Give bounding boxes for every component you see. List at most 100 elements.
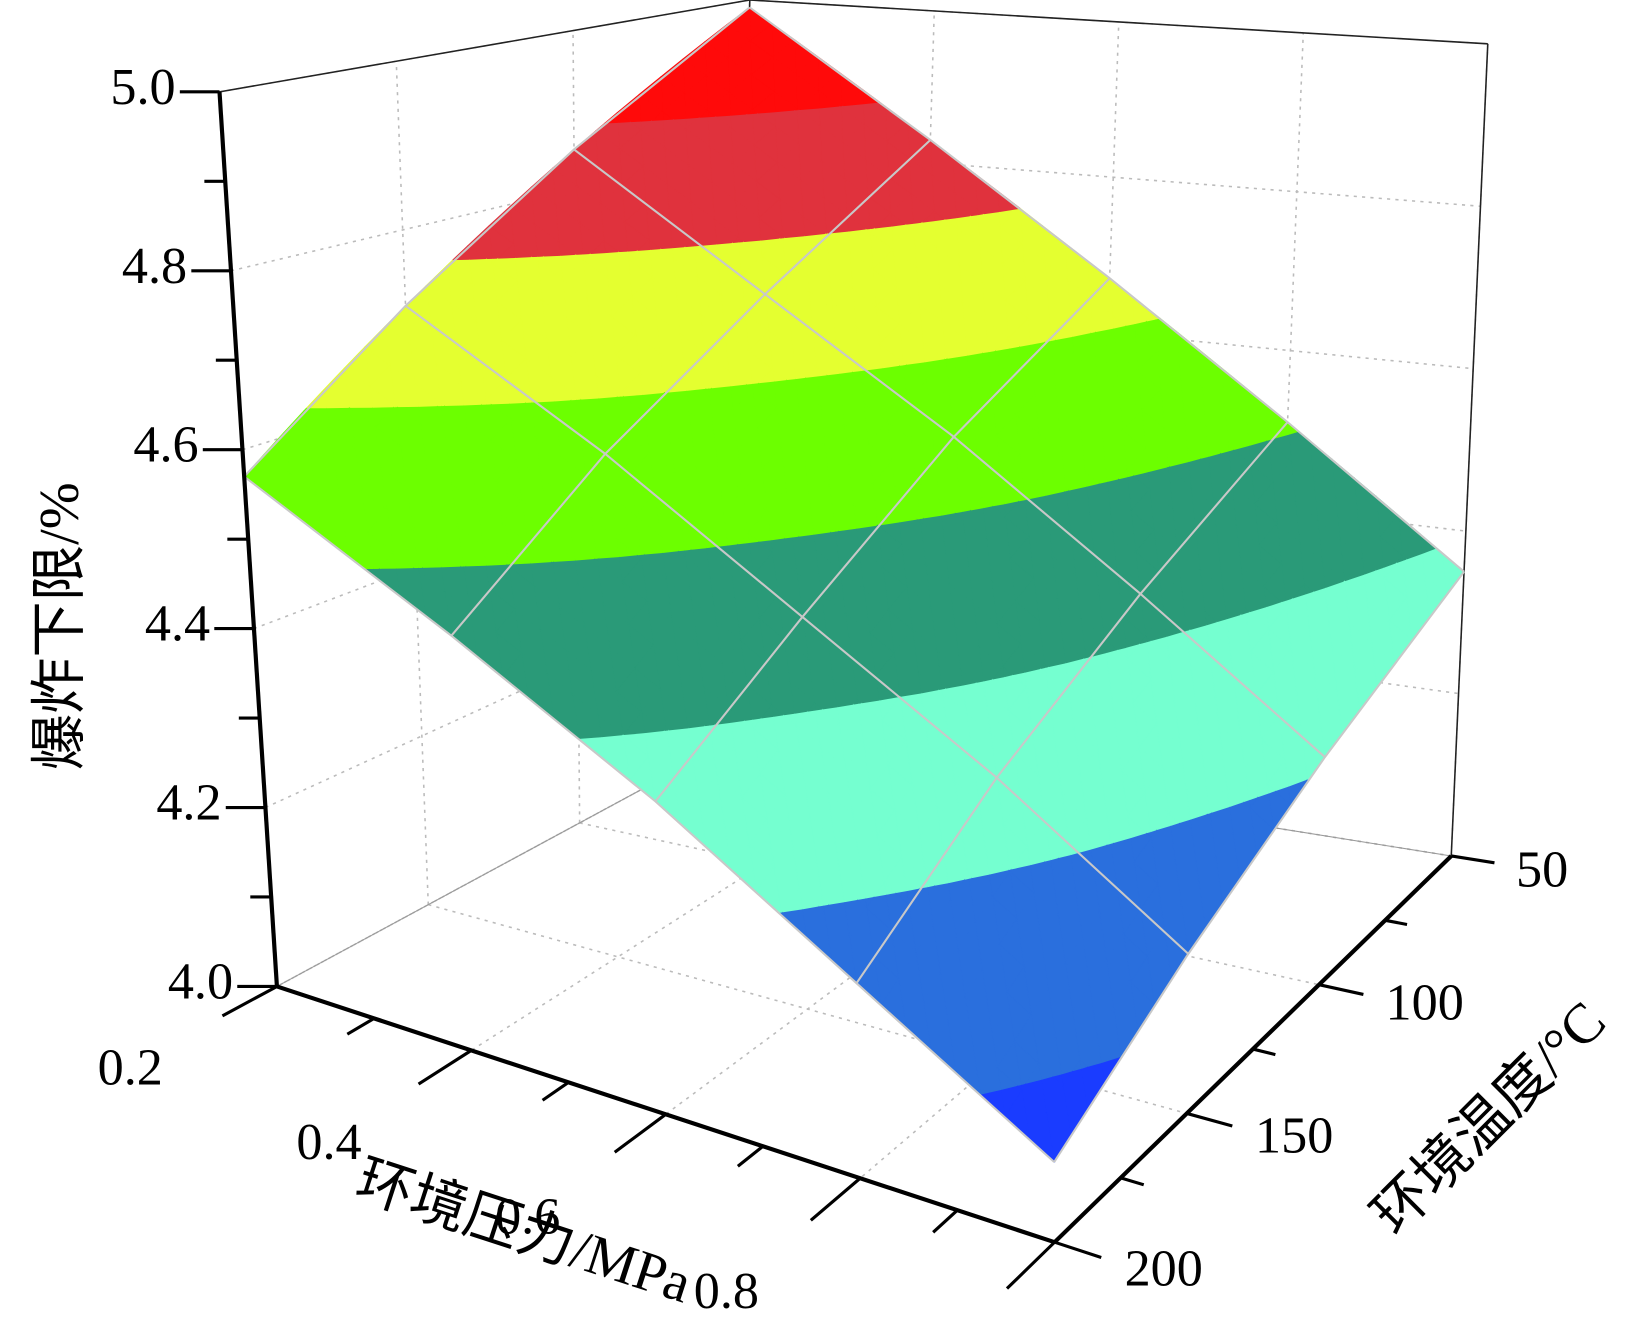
surface-patch <box>794 108 798 111</box>
x-tick-label: 0.8 <box>694 1262 759 1320</box>
surface-patch <box>947 339 968 359</box>
surface-patch <box>761 704 774 719</box>
y-minor-tick <box>1384 918 1408 927</box>
surface-patch <box>843 89 864 107</box>
box-edge <box>1450 43 1489 856</box>
grid-line <box>1270 32 1305 828</box>
z-tick-label: 4.8 <box>122 237 187 295</box>
surface-patch <box>1139 636 1147 645</box>
surface-patch <box>899 361 904 366</box>
surface-cell <box>405 149 766 455</box>
surface-patch <box>732 237 739 244</box>
surface-patch <box>553 540 576 562</box>
surface-patch <box>691 534 707 550</box>
surface-patch <box>437 402 442 407</box>
mesh-line <box>450 139 932 637</box>
y-minor-tick <box>1120 1176 1145 1187</box>
x-minor-tick <box>541 1081 570 1102</box>
surface-patch <box>1146 313 1156 322</box>
surface-patch <box>637 239 651 251</box>
y-tick-label: 50 <box>1516 841 1568 899</box>
surface-patch <box>1190 611 1207 630</box>
z-tick-label: 5.0 <box>110 58 175 116</box>
surface-patch <box>481 399 487 405</box>
surface-patch <box>874 882 887 897</box>
surface-patch <box>805 366 818 378</box>
surface-patch <box>779 235 783 239</box>
x-tick <box>417 1049 473 1086</box>
surface-patch <box>747 109 753 115</box>
surface-cell <box>604 293 955 618</box>
surface-patch <box>830 527 836 533</box>
surface-patch <box>543 241 561 257</box>
y-tick <box>1318 983 1364 996</box>
y-minor-tick <box>1252 1047 1276 1057</box>
y-tick <box>1451 854 1495 865</box>
x-tick <box>613 1113 667 1154</box>
surface-patch <box>964 874 970 880</box>
surface-patch <box>590 240 606 254</box>
surface-patch <box>980 1067 1002 1095</box>
z-tick-label: 4.4 <box>145 595 210 653</box>
surface-patch <box>651 111 664 121</box>
mesh-line <box>855 421 1289 984</box>
surface-cell <box>654 616 998 984</box>
surface-patch <box>465 545 487 567</box>
grid-line <box>745 147 1481 208</box>
grid-line <box>395 61 430 905</box>
surface-patch <box>617 393 621 397</box>
surface-patch <box>1241 608 1247 615</box>
surface-patch <box>852 364 861 373</box>
y-tick-label: 150 <box>1255 1107 1333 1165</box>
surface-patch <box>1095 314 1114 333</box>
mesh-line <box>654 277 1111 803</box>
surface-patch <box>784 530 793 539</box>
surface-patch <box>623 711 646 736</box>
grid-line <box>265 592 736 809</box>
y-tick-label: 200 <box>1125 1240 1203 1298</box>
surface-patch <box>578 714 602 739</box>
surface-patch <box>685 238 695 248</box>
surface-patch <box>899 672 922 697</box>
box-edge <box>749 0 1488 45</box>
surface-patch <box>1058 842 1071 859</box>
surface-patch <box>995 337 1010 351</box>
grid-line <box>742 295 1474 370</box>
surface-patch <box>422 548 442 568</box>
surface-patch <box>737 532 750 545</box>
box-edge <box>219 0 750 93</box>
surface-patch <box>1207 810 1211 815</box>
x-tick-label: 0.6 <box>495 1188 560 1246</box>
x-axis-title: 环境压力/MPa <box>349 1149 699 1315</box>
surface-patch <box>1068 471 1087 491</box>
surface-cell <box>996 593 1326 955</box>
surface-patch <box>497 243 516 259</box>
surface-patch <box>923 499 942 519</box>
x-tick <box>1005 1241 1056 1290</box>
z-tick-label: 4.6 <box>133 416 198 474</box>
surface-patch <box>922 211 936 223</box>
surface-patch <box>1011 845 1031 870</box>
x-minor-tick <box>932 1209 959 1234</box>
surface-cell <box>764 139 1111 438</box>
surface-patch <box>699 110 709 118</box>
x-tick <box>809 1177 862 1222</box>
surface-patch <box>1344 558 1365 582</box>
surface-patch <box>393 405 396 408</box>
surface-patch <box>970 209 978 217</box>
surface-patch <box>1040 663 1046 669</box>
x-tick <box>221 985 278 1018</box>
x-tick-label: 0.2 <box>98 1039 163 1097</box>
surface-patch <box>1292 583 1306 599</box>
surface-patch <box>1156 813 1171 830</box>
surface-patch <box>781 908 807 938</box>
surface-patch <box>807 702 817 712</box>
surface-patch <box>945 669 963 689</box>
x-tick-label: 0.4 <box>296 1113 361 1171</box>
surface-cell <box>243 305 606 637</box>
surface-patch <box>758 368 775 384</box>
surface-patch <box>1257 783 1269 798</box>
surface-patch <box>604 112 619 124</box>
y-tick-label: 100 <box>1386 974 1464 1032</box>
